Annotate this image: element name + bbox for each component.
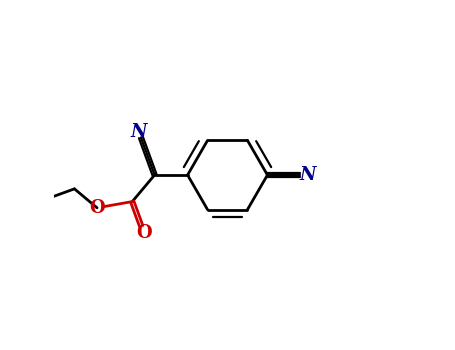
Text: N: N [300,166,316,184]
Text: O: O [89,199,105,217]
Text: O: O [136,224,152,242]
Text: N: N [131,122,147,141]
